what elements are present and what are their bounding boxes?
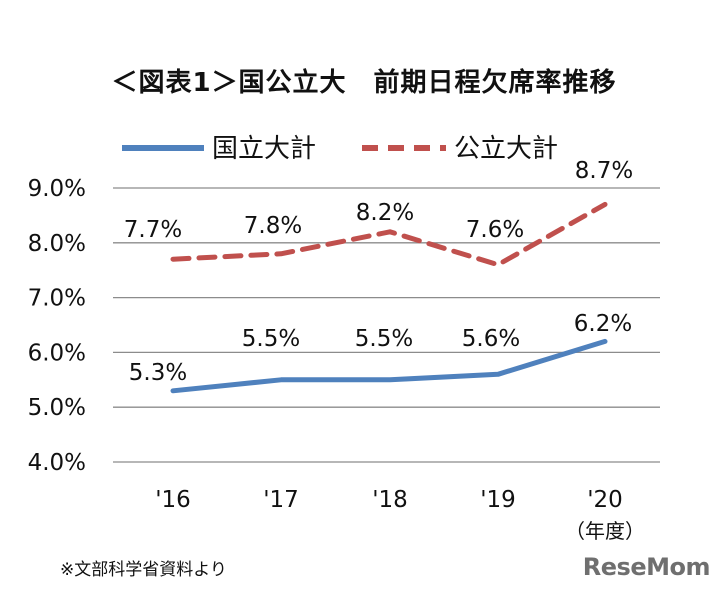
data-label: 8.7% [575, 158, 633, 184]
y-tick-label: 8.0% [28, 231, 86, 257]
y-tick-label: 4.0% [28, 450, 86, 476]
x-tick-label: '16 [155, 487, 191, 513]
x-tick-label: '17 [263, 487, 299, 513]
data-label: 5.5% [242, 326, 300, 352]
y-tick-label: 6.0% [28, 340, 86, 366]
gridlines [113, 187, 660, 463]
legend-label-1: 国立大計 [212, 134, 316, 164]
data-labels: 5.3% 5.5% 5.5% 5.6% 6.2% 7.7% 7.8% 8.2% 7.6% 8.7% [124, 158, 633, 386]
x-tick-label: '18 [372, 487, 408, 513]
chart-title: ＜図表1＞国公立大 前期日程欠席率推移 [111, 68, 617, 98]
data-label: 7.7% [124, 217, 182, 243]
x-tick-label: '20 [587, 487, 623, 513]
y-tick-label: 5.0% [28, 395, 86, 421]
resemom-logo: ReseMom [582, 553, 711, 581]
data-label: 8.2% [356, 200, 414, 226]
x-axis-ticks: '16 '17 '18 '19 '20 （年度） [155, 487, 645, 543]
x-tick-label: '19 [480, 487, 516, 513]
series-lines [170, 201, 608, 394]
data-label: 6.2% [574, 311, 632, 337]
data-label: 5.6% [462, 326, 520, 352]
legend-label-2: 公立大計 [454, 134, 558, 164]
data-label: 5.3% [129, 360, 187, 386]
data-label: 7.6% [466, 217, 524, 243]
y-tick-label: 7.0% [28, 286, 86, 312]
data-label: 5.5% [355, 326, 413, 352]
x-axis-unit: （年度） [565, 519, 645, 543]
legend: 国立大計 公立大計 [122, 134, 558, 164]
source-note: ※文部科学省資料より [60, 560, 227, 580]
data-label: 7.8% [244, 213, 302, 239]
y-axis-ticks: 4.0% 5.0% 6.0% 7.0% 8.0% 9.0% [28, 176, 86, 476]
y-tick-label: 9.0% [28, 176, 86, 202]
